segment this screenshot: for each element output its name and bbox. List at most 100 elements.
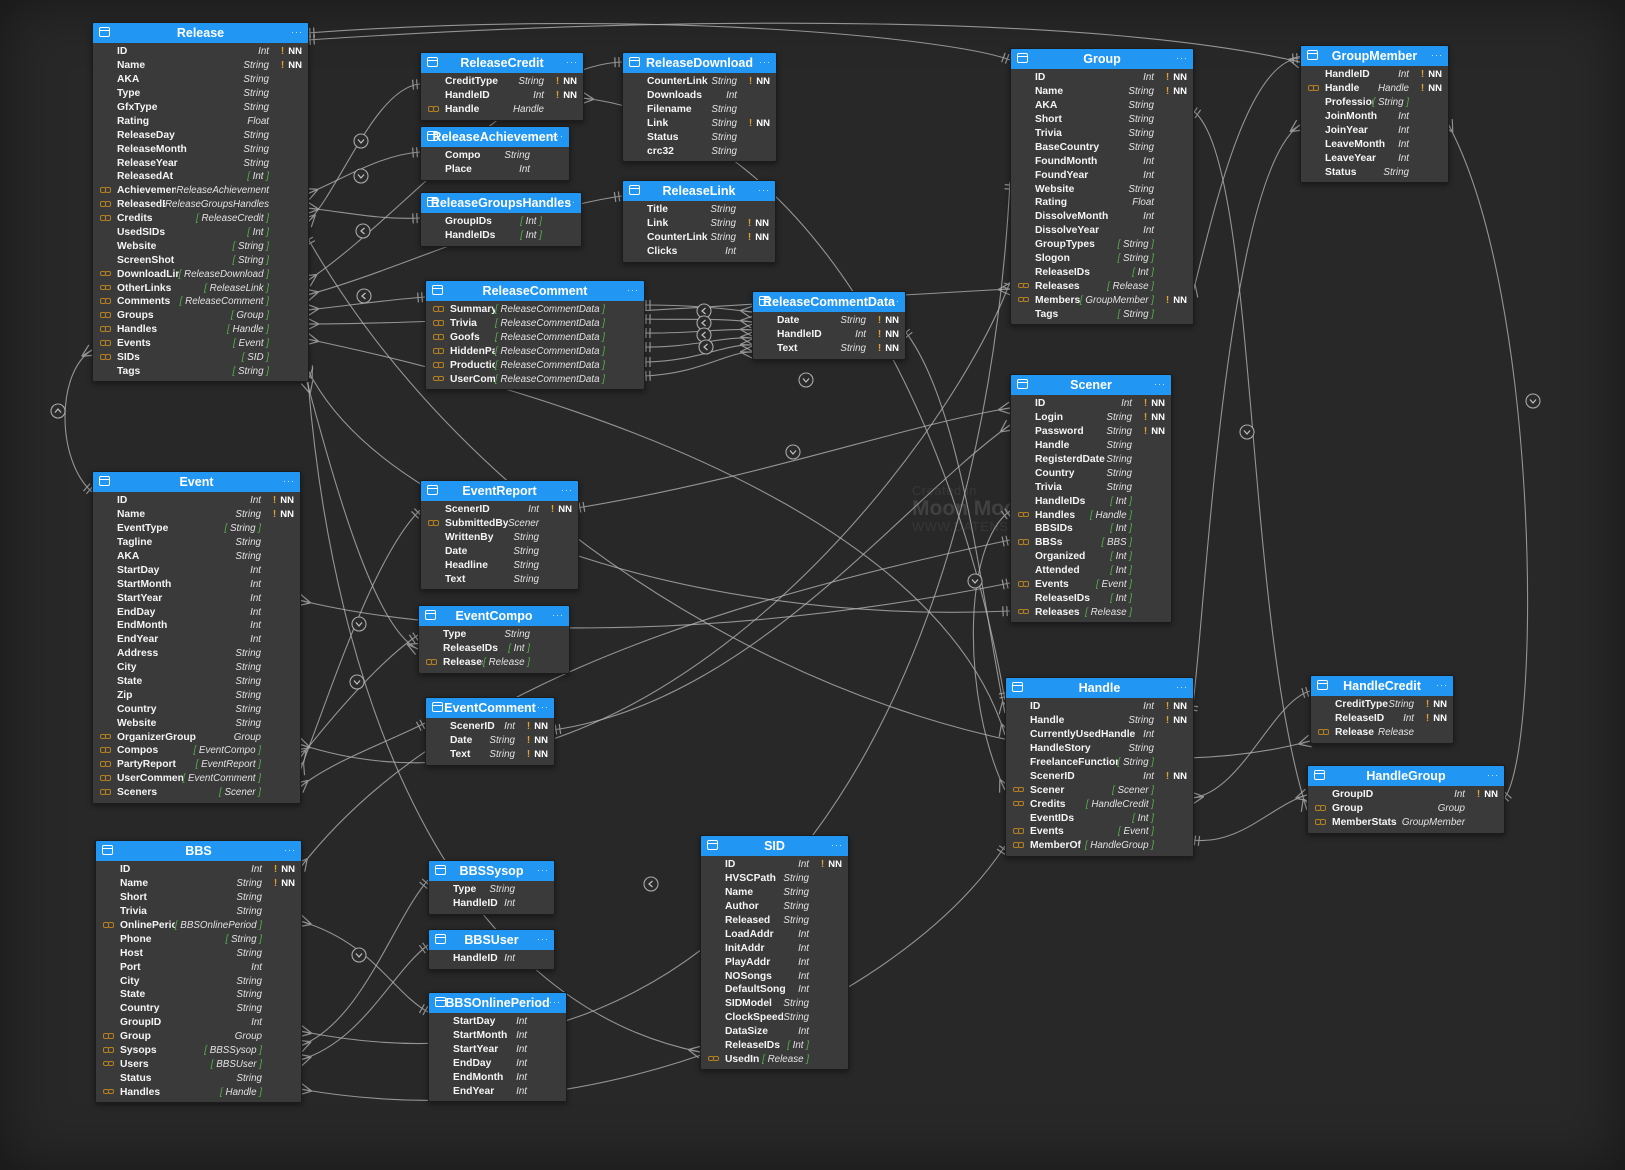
table-ReleaseDownload[interactable]: ReleaseDownload ··· CounterLink String! NN Do… [622, 52, 777, 163]
field-row-State[interactable]: State String [96, 988, 301, 1002]
field-row-Type[interactable]: Type String [419, 628, 569, 642]
field-row-StartYear[interactable]: StartYear Int [93, 591, 300, 605]
field-row-Handle[interactable]: Handle Handle! NN [1301, 82, 1448, 96]
table-ReleaseAchievement[interactable]: ReleaseAchievement ··· Compo String Place Int [420, 126, 570, 181]
table-menu-button[interactable]: ··· [552, 131, 564, 141]
field-row-BBSIDs[interactable]: BBSIDs [ Int ] [1011, 522, 1171, 536]
field-row-Events[interactable]: Events [ Event ] [1011, 578, 1171, 592]
field-row-DataSize[interactable]: DataSize Int [701, 1025, 848, 1039]
field-row-Goofs[interactable]: Goofs [ ReleaseCommentData ] [426, 331, 644, 345]
table-menu-button[interactable]: ··· [1176, 53, 1188, 63]
field-row-Tags[interactable]: Tags [ String ] [93, 364, 308, 378]
field-row-UsedSIDs[interactable]: UsedSIDs [ Int ] [93, 226, 308, 240]
field-row-AKA[interactable]: AKA String [93, 73, 308, 87]
field-row-Name[interactable]: Name String! NN [96, 877, 301, 891]
table-menu-button[interactable]: ··· [564, 197, 576, 207]
field-row-ReleaseIDs[interactable]: ReleaseIDs [ Int ] [1011, 265, 1193, 279]
field-row-UsedIn[interactable]: UsedIn[ Release ] [701, 1052, 848, 1066]
table-header[interactable]: ReleaseDownload ··· [623, 53, 776, 73]
field-row-Compos[interactable]: Compos [ EventCompo ] [93, 744, 300, 758]
table-Event[interactable]: Event ··· ID Int! NN Name String! NN EventType[ … [92, 471, 301, 804]
field-row-crc32[interactable]: crc32 String [623, 144, 776, 158]
field-row-GroupID[interactable]: GroupID Int! NN [1308, 788, 1504, 802]
table-menu-button[interactable]: ··· [537, 702, 549, 712]
field-row-Trivia[interactable]: Trivia [ ReleaseCommentData ] [426, 317, 644, 331]
field-row-Clicks[interactable]: Clicks Int [623, 245, 775, 259]
field-row-OnlinePeriod[interactable]: OnlinePeriod[ BBSOnlinePeriod ] [96, 919, 301, 933]
field-row-Releases[interactable]: Releases [ Release ] [1011, 279, 1193, 293]
field-row-Login[interactable]: Login String! NN [1011, 411, 1171, 425]
table-menu-button[interactable]: ··· [1436, 680, 1448, 690]
field-row-Users[interactable]: Users [ BBSUser ] [96, 1057, 301, 1071]
field-row-Trivia[interactable]: Trivia String [1011, 480, 1171, 494]
table-menu-button[interactable]: ··· [1176, 682, 1188, 692]
field-row-ScenerID[interactable]: ScenerID Int! NN [1006, 769, 1193, 783]
table-header[interactable]: EventComment ··· [426, 698, 554, 718]
field-row-ScenerID[interactable]: ScenerID Int! NN [426, 720, 554, 734]
field-row-Attended[interactable]: Attended [ Int ] [1011, 564, 1171, 578]
field-row-Comments[interactable]: Comments [ ReleaseComment ] [93, 295, 308, 309]
field-row-DissolveYear[interactable]: DissolveYear Int [1011, 224, 1193, 238]
table-menu-button[interactable]: ··· [1431, 50, 1443, 60]
field-row-Text[interactable]: Text String! NN [426, 748, 554, 762]
field-row-HiddenPart[interactable]: HiddenPart[ ReleaseCommentData ] [426, 345, 644, 359]
table-header[interactable]: ReleaseCredit ··· [421, 53, 583, 73]
field-row-ID[interactable]: ID Int! NN [93, 45, 308, 59]
field-row-Website[interactable]: Website [ String ] [93, 239, 308, 253]
field-row-City[interactable]: City String [96, 974, 301, 988]
table-GroupMember[interactable]: GroupMember ··· HandleID Int! NN Handle Handle… [1300, 45, 1449, 184]
table-menu-button[interactable]: ··· [537, 934, 549, 944]
field-row-AKA[interactable]: AKA String [93, 550, 300, 564]
field-row-FreelanceFunctions[interactable]: FreelanceFunctions[ String ] [1006, 756, 1193, 770]
field-row-ReleaseMonth[interactable]: ReleaseMonth String [93, 142, 308, 156]
field-row-GfxType[interactable]: GfxType String [93, 101, 308, 115]
table-menu-button[interactable]: ··· [566, 57, 578, 67]
field-row-Slogon[interactable]: Slogon [ String ] [1011, 252, 1193, 266]
field-row-Sysops[interactable]: Sysops [ BBSSysop ] [96, 1044, 301, 1058]
field-row-DownloadLinks[interactable]: DownloadLinks[ ReleaseDownload ] [93, 267, 308, 281]
field-row-InitAddr[interactable]: InitAddr Int [701, 941, 848, 955]
field-row-SIDs[interactable]: SIDs [ SID ] [93, 351, 308, 365]
field-row-HandleIDs[interactable]: HandleIDs [ Int ] [421, 229, 581, 243]
field-row-ID[interactable]: ID Int! NN [701, 858, 848, 872]
field-row-Releases[interactable]: Releases [ Release ] [1011, 605, 1171, 619]
field-row-EventIDs[interactable]: EventIDs [ Int ] [1006, 811, 1193, 825]
field-row-StartYear[interactable]: StartYear Int [429, 1043, 566, 1057]
field-row-StartDay[interactable]: StartDay Int [93, 563, 300, 577]
field-row-ReleaseIDs[interactable]: ReleaseIDs [ Int ] [701, 1039, 848, 1053]
field-row-HandleStory[interactable]: HandleStory String [1006, 742, 1193, 756]
field-row-StartDay[interactable]: StartDay Int [429, 1015, 566, 1029]
field-row-Handles[interactable]: Handles [ Handle ] [1011, 508, 1171, 522]
field-row-Country[interactable]: Country String [93, 702, 300, 716]
field-row-Handle[interactable]: Handle Handle [421, 103, 583, 117]
table-menu-button[interactable]: ··· [284, 845, 296, 855]
field-row-JoinMonth[interactable]: JoinMonth Int [1301, 110, 1448, 124]
table-menu-button[interactable]: ··· [549, 997, 561, 1007]
field-row-Group[interactable]: Group Group [1308, 802, 1504, 816]
field-row-HandleID[interactable]: HandleID Int! NN [753, 328, 905, 342]
field-row-EndYear[interactable]: EndYear Int [429, 1084, 566, 1098]
field-row-DissolveMonth[interactable]: DissolveMonth Int [1011, 210, 1193, 224]
field-row-ID[interactable]: ID Int! NN [96, 863, 301, 877]
field-row-GroupID[interactable]: GroupID Int [96, 1016, 301, 1030]
field-row-Place[interactable]: Place Int [421, 163, 569, 177]
field-row-FoundMonth[interactable]: FoundMonth Int [1011, 154, 1193, 168]
table-menu-button[interactable]: ··· [537, 865, 549, 875]
field-row-ReleasedBy[interactable]: ReleasedByReleaseGroupsHandles [93, 198, 308, 212]
field-row-Name[interactable]: Name String [701, 886, 848, 900]
field-row-PlayAddr[interactable]: PlayAddr Int [701, 955, 848, 969]
field-row-ReleaseYear[interactable]: ReleaseYear String [93, 156, 308, 170]
field-row-LeaveMonth[interactable]: LeaveMonth Int [1301, 137, 1448, 151]
field-row-OrganizerGroup[interactable]: OrganizerGroup Group [93, 730, 300, 744]
field-row-Members[interactable]: Members[ GroupMember ]! NN [1011, 293, 1193, 307]
table-header[interactable]: GroupMember ··· [1301, 46, 1448, 66]
field-row-EndDay[interactable]: EndDay Int [93, 605, 300, 619]
table-header[interactable]: BBSOnlinePeriod ··· [429, 993, 566, 1013]
field-row-Summary[interactable]: Summary[ ReleaseCommentData ] [426, 303, 644, 317]
field-row-Name[interactable]: Name String! NN [1011, 85, 1193, 99]
field-row-Text[interactable]: Text String [421, 572, 578, 586]
field-row-Host[interactable]: Host String [96, 946, 301, 960]
field-row-Type[interactable]: Type String [93, 87, 308, 101]
table-menu-button[interactable]: ··· [758, 185, 770, 195]
field-row-ReleaseIDs[interactable]: ReleaseIDs [ Int ] [419, 642, 569, 656]
